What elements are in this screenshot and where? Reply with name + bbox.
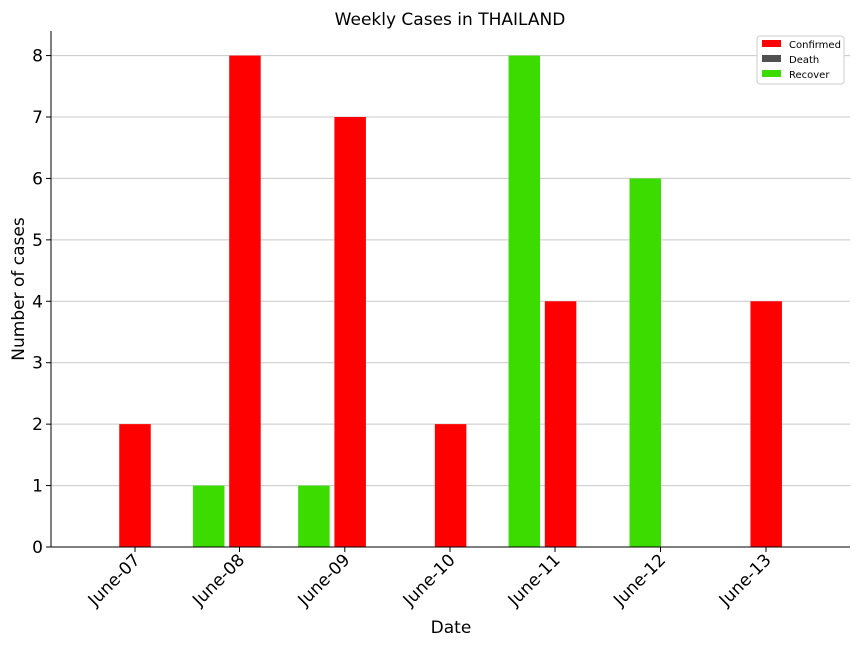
y-tick-label: 5 <box>32 231 43 251</box>
x-tick-label: June-07 <box>84 550 145 611</box>
bar-confirmed-june-11 <box>544 301 577 547</box>
x-ticks: June-07 June-08 June-09 June-10 June-11 June-… <box>84 547 776 611</box>
bar-recover-june-12 <box>629 178 661 547</box>
legend-label-recover: Recover <box>789 70 830 81</box>
bar-recover-june-11 <box>508 55 541 547</box>
y-tick-label: 3 <box>32 354 43 374</box>
x-tick-label: June-10 <box>399 550 460 611</box>
bar-recover-june-09 <box>298 485 330 547</box>
legend-swatch-death <box>762 55 781 62</box>
bar-confirmed-june-13 <box>750 301 782 547</box>
legend-swatch-confirmed <box>762 40 781 47</box>
y-tick-label: 2 <box>32 415 43 435</box>
y-tick-label: 7 <box>32 108 43 128</box>
y-ticks: 0 1 2 3 4 5 6 7 8 <box>32 47 51 558</box>
y-tick-label: 4 <box>32 292 43 312</box>
y-tick-label: 1 <box>32 477 43 497</box>
x-tick-label: June-13 <box>715 550 776 611</box>
x-tick-label: June-11 <box>504 550 565 611</box>
bar-recover-june-08 <box>192 485 225 547</box>
legend-swatch-recover <box>762 70 781 77</box>
bar-confirmed-june-10 <box>434 424 467 547</box>
bars <box>119 55 782 547</box>
x-tick-label: June-08 <box>188 550 249 611</box>
x-tick-label: June-12 <box>609 550 670 611</box>
grid-lines <box>51 55 850 487</box>
y-tick-label: 6 <box>32 169 43 189</box>
legend-label-confirmed: Confirmed <box>789 40 841 51</box>
y-tick-label: 8 <box>32 47 43 67</box>
chart-title: Weekly Cases in THAILAND <box>335 10 566 30</box>
x-tick-label: June-09 <box>294 550 355 611</box>
y-axis-label: Number of cases <box>9 217 29 361</box>
x-axis-label: Date <box>431 618 472 638</box>
bar-confirmed-june-09 <box>334 117 366 547</box>
y-tick-label: 0 <box>32 538 43 558</box>
bar-confirmed-june-07 <box>119 424 151 547</box>
legend-label-death: Death <box>789 55 819 66</box>
legend: Confirmed Death Recover <box>756 35 845 85</box>
bar-confirmed-june-08 <box>229 55 261 547</box>
